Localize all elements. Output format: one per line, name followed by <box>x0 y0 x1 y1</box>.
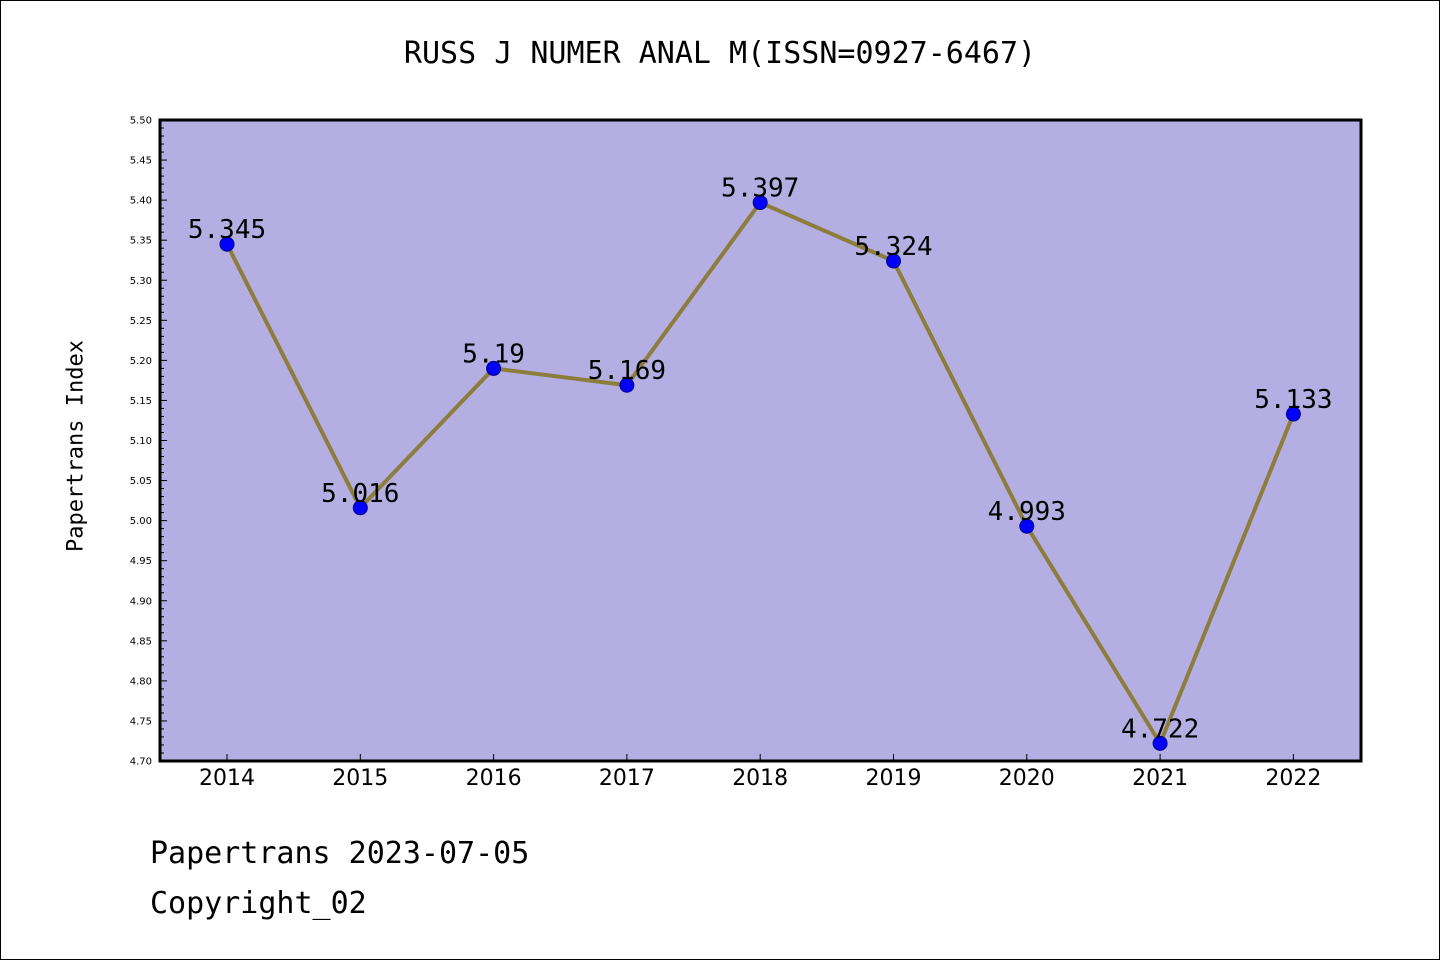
y-tick-label: 4.85 <box>130 636 152 647</box>
data-label: 4.993 <box>988 497 1066 527</box>
y-tick-label: 5.45 <box>130 156 152 167</box>
y-tick-label: 5.40 <box>130 196 152 207</box>
x-tick-label: 2015 <box>332 766 388 791</box>
y-tick-label: 4.80 <box>130 676 152 687</box>
data-label: 5.016 <box>321 479 399 509</box>
y-tick-label: 4.70 <box>130 757 152 768</box>
data-label: 5.133 <box>1254 385 1332 415</box>
chart-title: RUSS J NUMER ANAL M(ISSN=0927-6467) <box>403 36 1037 71</box>
y-tick-label: 5.35 <box>130 236 152 247</box>
footer-copyright: Copyright_02 <box>150 886 367 921</box>
y-tick-label: 4.95 <box>130 556 152 567</box>
data-point-marker <box>486 360 502 376</box>
data-label: 5.19 <box>462 339 525 369</box>
x-tick-label: 2014 <box>199 766 255 791</box>
data-point-marker <box>1152 735 1168 751</box>
plot-area <box>160 120 1361 761</box>
data-point-marker <box>886 253 901 269</box>
data-label: 4.722 <box>1121 714 1199 744</box>
x-axis: 2014 2015 2016 2017 2018 2019 2020 2021 2022 <box>199 754 1321 791</box>
y-tick-label: 4.75 <box>130 716 152 727</box>
plot-border <box>158 118 1363 763</box>
x-tick-label: 2021 <box>1132 766 1188 791</box>
data-markers <box>219 195 1301 751</box>
x-tick-label: 2017 <box>599 766 655 791</box>
data-label: 5.397 <box>721 174 799 204</box>
y-tick-label: 5.10 <box>130 436 152 447</box>
data-label: 5.345 <box>188 215 266 245</box>
x-tick-label: 2019 <box>866 766 922 791</box>
y-tick-label: 5.05 <box>130 476 152 487</box>
y-axis: 4.70 4.75 4.80 4.85 4.90 4.95 5.00 5.05 5.10 5.15… <box>130 116 167 768</box>
y-tick-label: 5.50 <box>130 116 152 127</box>
y-tick-label: 5.30 <box>130 276 152 287</box>
y-tick-label: 5.00 <box>130 516 152 527</box>
x-tick-label: 2020 <box>999 766 1055 791</box>
data-point-marker <box>1285 406 1301 422</box>
data-label: 5.169 <box>588 356 666 386</box>
x-tick-label: 2022 <box>1265 766 1321 791</box>
data-label: 5.324 <box>854 232 932 262</box>
data-point-marker <box>219 236 235 252</box>
y-tick-label: 5.20 <box>130 356 152 367</box>
y-tick-label: 4.90 <box>130 596 152 607</box>
data-point-marker <box>619 377 635 393</box>
x-tick-label: 2016 <box>466 766 522 791</box>
data-point-marker <box>1019 518 1035 534</box>
data-point-marker <box>352 500 368 516</box>
data-labels: 5.345 5.016 5.19 5.169 5.397 5.324 4.993 4.722 5… <box>188 174 1333 745</box>
y-tick-label: 5.15 <box>130 396 152 407</box>
data-point-marker <box>752 195 768 211</box>
y-tick-label: 5.25 <box>130 316 152 327</box>
x-tick-label: 2018 <box>732 766 788 791</box>
footer-date: Papertrans 2023-07-05 <box>150 836 530 871</box>
